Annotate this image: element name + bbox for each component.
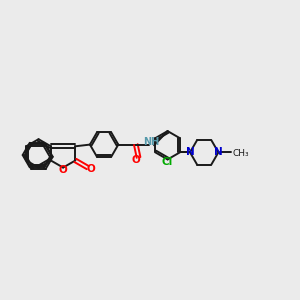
Text: N: N [186, 147, 194, 158]
Text: O: O [86, 164, 95, 174]
Text: Cl: Cl [161, 157, 172, 167]
Text: O: O [131, 155, 140, 165]
Text: O: O [59, 165, 68, 175]
Text: NH: NH [143, 137, 160, 147]
Text: CH₃: CH₃ [232, 149, 249, 158]
Text: N: N [214, 147, 223, 158]
